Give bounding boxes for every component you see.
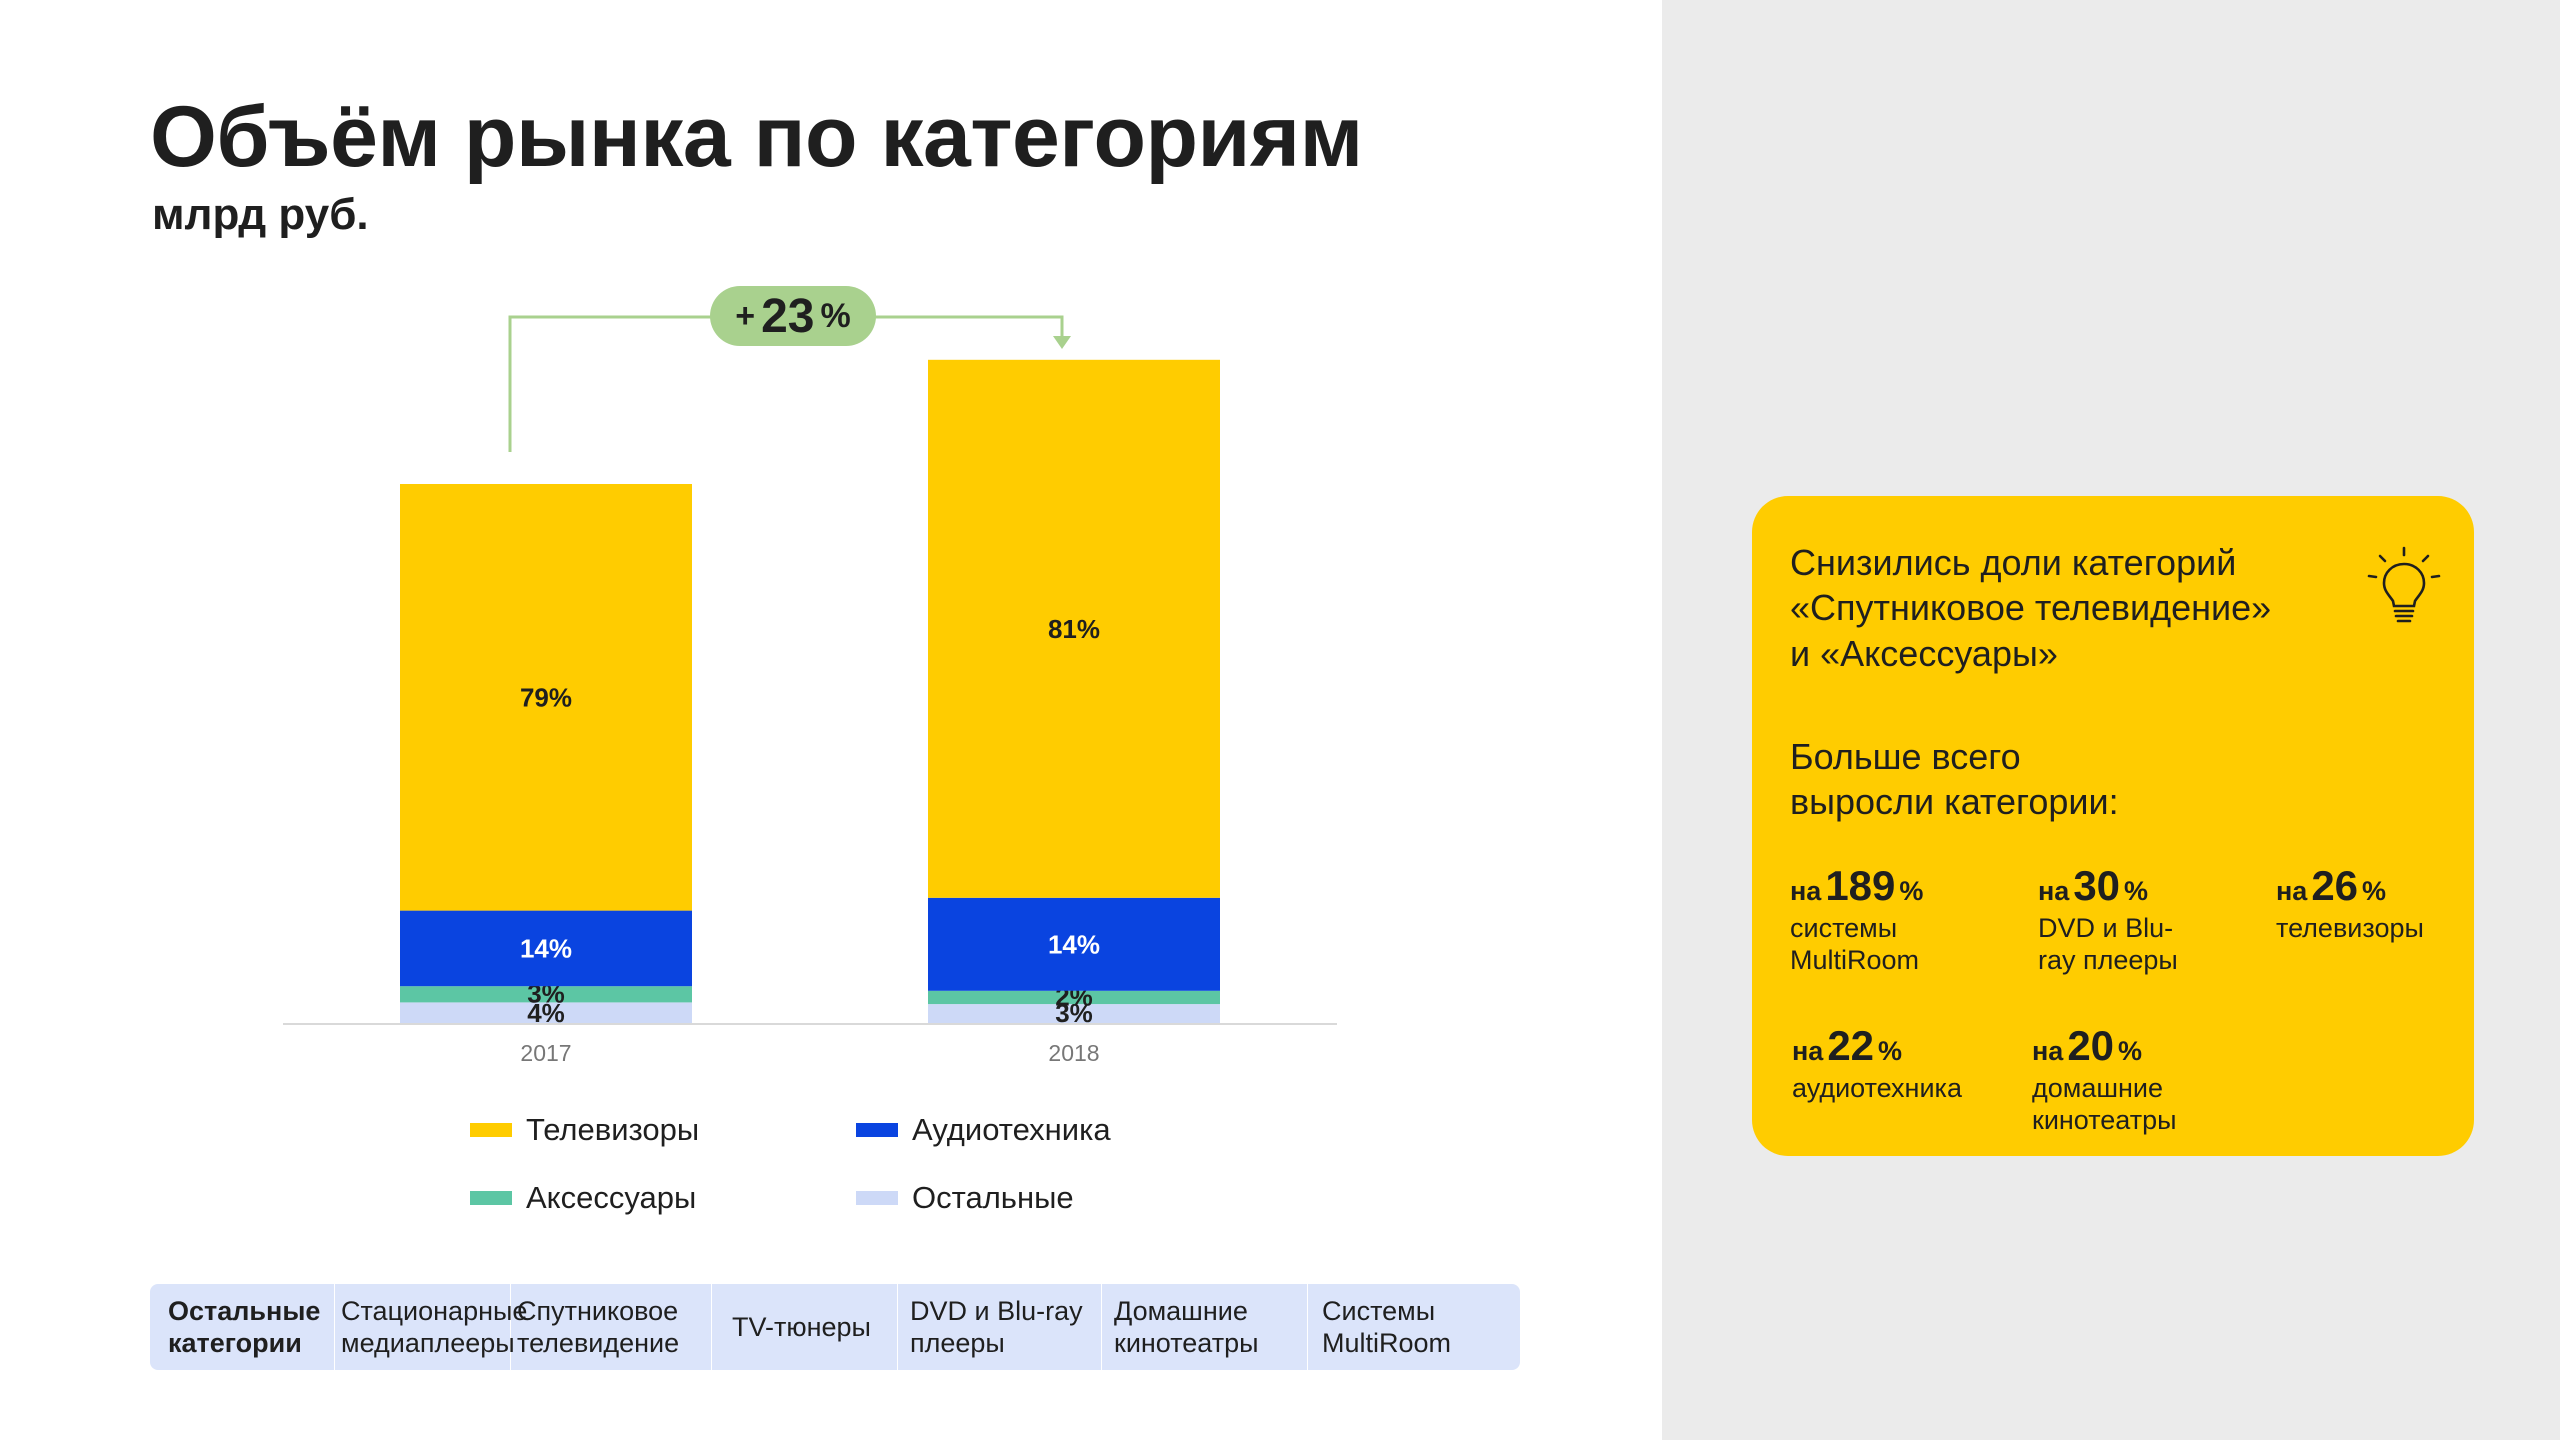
stat-description: аудиотехника <box>1792 1073 1962 1103</box>
growth-stat-home-theater: на20% домашние кинотеатры <box>2032 1022 2177 1137</box>
growth-stat-tv: на26% телевизоры <box>2276 862 2424 944</box>
stat-prefix: на <box>2032 1036 2064 1066</box>
stacked-bar-chart: 4%3%14%79%3%2%14%81% 2017 2018 <box>283 315 1337 1066</box>
legend-swatch-audio <box>856 1123 898 1137</box>
stat-unit: % <box>1878 1036 1903 1066</box>
legend-label-tv: Телевизоры <box>526 1112 700 1147</box>
legend-label-audio: Аудиотехника <box>912 1112 1111 1147</box>
legend-item-tv: Телевизоры <box>470 1112 699 1148</box>
other-category-cell: Стационарные медиаплееры <box>335 1284 527 1370</box>
stat-value: 26 <box>2311 862 2359 909</box>
bar-segment-audio-2018 <box>928 897 1220 991</box>
legend-swatch-tv <box>470 1123 512 1137</box>
stat-value: 30 <box>2073 862 2121 909</box>
legend-item-audio: Аудиотехника <box>856 1112 1111 1148</box>
other-category-cell: TV-тюнеры <box>712 1284 898 1370</box>
growth-stat-dvd: на30% DVD и Blu- ray плееры <box>2038 862 2178 977</box>
x-tick-label-2018: 2018 <box>1048 1040 1099 1066</box>
page-subtitle: млрд руб. <box>152 190 369 239</box>
legend-swatch-others <box>856 1191 898 1205</box>
stat-prefix: на <box>1792 1036 1824 1066</box>
growth-sign: + <box>735 296 756 335</box>
x-tick-label-2017: 2017 <box>520 1040 571 1066</box>
stat-unit: % <box>1899 876 1924 906</box>
legend-swatch-accessories <box>470 1191 512 1205</box>
insight-growth-text: Больше всего выросли категории: <box>1790 736 2119 823</box>
lightbulb-icon <box>2367 546 2441 623</box>
x-axis-ticks: 2017 2018 <box>520 1040 1099 1066</box>
growth-stat-multiroom: на189% системы MultiRoom <box>1790 862 1923 977</box>
bar-segment-others-2017 <box>400 1002 692 1024</box>
bar-label-tv-2017: 79% <box>520 682 572 712</box>
other-categories-header: Остальные категории <box>150 1284 335 1370</box>
stat-unit: % <box>2124 876 2149 906</box>
insight-declined-text: Снизились доли категорий «Спутниковое те… <box>1790 542 2272 674</box>
legend-label-accessories: Аксессуары <box>526 1180 697 1215</box>
bar-label-audio-2018: 14% <box>1048 929 1100 959</box>
bar-label-audio-2017: 14% <box>520 933 572 963</box>
insight-box: Снизились доли категорий «Спутниковое те… <box>1752 496 2474 1156</box>
growth-arrowhead <box>1053 336 1071 349</box>
growth-stat-audio: на22% аудиотехника <box>1792 1022 1962 1104</box>
growth-unit: % <box>820 296 851 335</box>
stat-prefix: на <box>2276 876 2308 906</box>
growth-badge: + 23 % <box>710 286 876 346</box>
other-category-cell: Домашние кинотеатры <box>1102 1284 1308 1370</box>
stat-value: 20 <box>2067 1022 2115 1069</box>
stat-unit: % <box>2118 1036 2143 1066</box>
bar-segment-accessories-2017 <box>400 986 692 1003</box>
bars-group: 4%3%14%79%3%2%14%81% <box>400 359 1220 1028</box>
other-category-cell: Спутниковое телевидение <box>511 1284 712 1370</box>
bar-segment-audio-2017 <box>400 910 692 987</box>
stat-description: системы MultiRoom <box>1790 913 1920 976</box>
stat-value: 189 <box>1825 862 1896 909</box>
stat-description: домашние кинотеатры <box>2032 1073 2177 1136</box>
stat-description: DVD и Blu- ray плееры <box>2038 913 2178 976</box>
bar-segment-tv-2018 <box>928 359 1220 898</box>
stat-prefix: на <box>1790 876 1822 906</box>
growth-value: 23 <box>761 289 815 343</box>
other-category-cell: Системы MultiRoom <box>1322 1295 1452 1358</box>
stat-prefix: на <box>2038 876 2070 906</box>
legend-item-others: Остальные <box>856 1180 1074 1216</box>
page-title: Объём рынка по категориям <box>150 89 1363 185</box>
other-categories-table: Остальные категории Стационарные медиапл… <box>150 1284 1520 1370</box>
stat-description: телевизоры <box>2276 913 2424 943</box>
other-category-cell: DVD и Blu-ray плееры <box>898 1284 1102 1370</box>
bar-segment-others-2018 <box>928 1004 1220 1024</box>
legend-item-accessories: Аксессуары <box>470 1180 696 1216</box>
bar-segment-tv-2017 <box>400 484 692 911</box>
stat-value: 22 <box>1827 1022 1875 1069</box>
bar-segment-accessories-2018 <box>928 990 1220 1005</box>
stat-unit: % <box>2362 876 2387 906</box>
legend-label-others: Остальные <box>912 1180 1074 1215</box>
bar-label-tv-2018: 81% <box>1048 614 1100 644</box>
